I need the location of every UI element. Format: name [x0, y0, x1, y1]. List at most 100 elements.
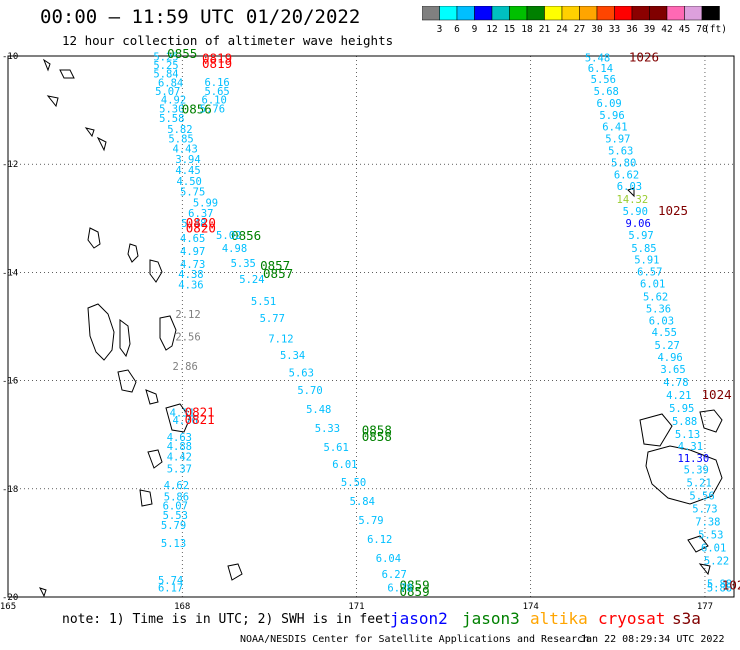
coastline	[39, 587, 47, 598]
wave-height-value: 5.21	[687, 478, 712, 490]
coastline	[698, 563, 711, 576]
coastline	[84, 127, 95, 138]
lat-tick-label: -14	[2, 268, 18, 278]
pass-time-label: 0856	[231, 228, 261, 243]
wave-height-value: 5.82	[167, 124, 192, 136]
pass-time-label: 0819	[202, 50, 232, 65]
colorbar-tick-label: 15	[504, 24, 515, 35]
wave-height-value: 5.79	[161, 520, 186, 532]
wave-height-value: 4.62	[164, 480, 189, 492]
wave-height-value: 5.74	[158, 575, 183, 587]
lon-tick-label: 165	[0, 602, 16, 610]
coastline	[119, 319, 131, 358]
wave-height-value: 5.97	[605, 134, 630, 146]
wave-height-value: 4.65	[180, 233, 205, 245]
colorbar-tick-label: 45	[679, 24, 690, 35]
lat-tick-label: -12	[2, 160, 18, 170]
wave-height-value: 4.43	[172, 143, 197, 155]
coastline	[147, 449, 163, 469]
coastline	[145, 389, 159, 405]
coastline	[87, 303, 115, 361]
wave-height-value: 4.78	[663, 377, 688, 389]
wave-height-value: 4.63	[167, 432, 192, 444]
wave-height-value: 4.88	[167, 441, 192, 453]
wave-height-value: 5.56	[591, 74, 616, 86]
wave-height-value: 9.06	[626, 218, 651, 230]
wave-height-value: 5.61	[324, 442, 349, 454]
pass-time-label: 0857	[260, 258, 290, 273]
coastline	[46, 95, 59, 108]
colorbar-tick-label: 70	[696, 24, 708, 35]
coastline	[159, 315, 177, 351]
coastline	[42, 58, 51, 72]
wave-height-value: 5.53	[698, 530, 723, 542]
wave-height-value: 5.30	[159, 103, 184, 115]
pass-time-label: 0821	[185, 412, 215, 427]
wave-height-value: 5.39	[684, 465, 709, 477]
wave-height-value: 5.88	[707, 578, 732, 590]
colorbar-tick-label: 24	[556, 24, 568, 35]
map-frame	[7, 55, 735, 598]
legend-cryosat: cryosat	[598, 609, 666, 628]
wave-height-value: 5.53	[163, 510, 188, 522]
wave-height-value: 4.36	[178, 280, 203, 292]
wave-height-value: 4.97	[180, 246, 205, 258]
wave-height-value: 4.73	[180, 259, 205, 271]
coastline	[227, 563, 243, 581]
wave-height-value: 5.77	[260, 313, 285, 325]
wave-height-value: 6.57	[637, 267, 662, 279]
wave-height-value: 6.01	[640, 279, 665, 291]
coastline	[96, 136, 107, 152]
colorbar-tick-label: 30	[591, 24, 603, 35]
wave-height-value: 5.22	[704, 556, 729, 568]
wave-height-value: 6.01	[701, 543, 726, 555]
wave-height-value: 6.09	[596, 98, 621, 110]
pass-time-label: 1025	[658, 203, 688, 218]
pass-time-label: 0856	[182, 101, 212, 116]
wave-height-value: 6.07	[163, 500, 188, 512]
wave-height-value: 2.56	[175, 332, 200, 344]
wave-height-value: 4.42	[167, 452, 192, 464]
wave-height-value: 3.65	[660, 364, 685, 376]
wave-height-value: 5.02	[216, 230, 241, 242]
wave-height-value: 2.86	[172, 361, 197, 373]
lat-tick-label: -10	[2, 52, 18, 62]
wave-height-value: 5.63	[608, 145, 633, 157]
wave-height-value: 5.36	[646, 303, 671, 315]
lon-tick-label: 174	[523, 602, 539, 610]
wave-height-value: 5.91	[634, 255, 659, 267]
wave-height-value: 5.84	[153, 69, 178, 81]
wave-height-value: 6.17	[158, 583, 183, 595]
coastline	[127, 243, 139, 263]
wave-height-value: 5.86	[164, 492, 189, 504]
page-subtitle: 12 hour collection of altimeter wave hei…	[62, 33, 394, 48]
lon-tick-label: 177	[697, 602, 713, 610]
colorbar-tick-label: 18	[521, 24, 533, 35]
lat-tick-label: -16	[2, 377, 18, 387]
wave-height-value: 4.31	[170, 407, 195, 419]
wave-height-value: 3.94	[175, 154, 200, 166]
colorbar-unit: (ft)	[704, 24, 727, 35]
wave-height-value: 6.37	[188, 208, 213, 220]
coastline	[117, 369, 137, 393]
wave-height-value: 5.25	[153, 51, 178, 63]
credit-line: NOAA/NESDIS Center for Satellite Applica…	[240, 634, 590, 645]
wave-height-value: 4.55	[652, 327, 677, 339]
wave-height-value: 5.25	[153, 60, 178, 72]
wave-height-value: 5.76	[200, 103, 225, 115]
wave-height-value: 5.50	[341, 477, 366, 489]
wave-height-value: 6.01	[332, 459, 357, 471]
wave-height-value: 4.50	[177, 176, 202, 188]
colorbar-swatch	[701, 6, 720, 21]
pass-time-label: 1026	[629, 49, 659, 64]
wave-height-value: 5.51	[251, 296, 276, 308]
wave-height-value: 4.38	[178, 269, 203, 281]
wave-height-value: 6.84	[158, 77, 183, 89]
wave-height-value: 5.07	[155, 86, 180, 98]
wave-height-value: 4.98	[222, 243, 247, 255]
wave-height-value: 5.27	[655, 340, 680, 352]
colorbar-tick-label: 27	[574, 24, 585, 35]
wave-height-value: 6.03	[617, 181, 642, 193]
wave-height-value: 5.75	[180, 187, 205, 199]
